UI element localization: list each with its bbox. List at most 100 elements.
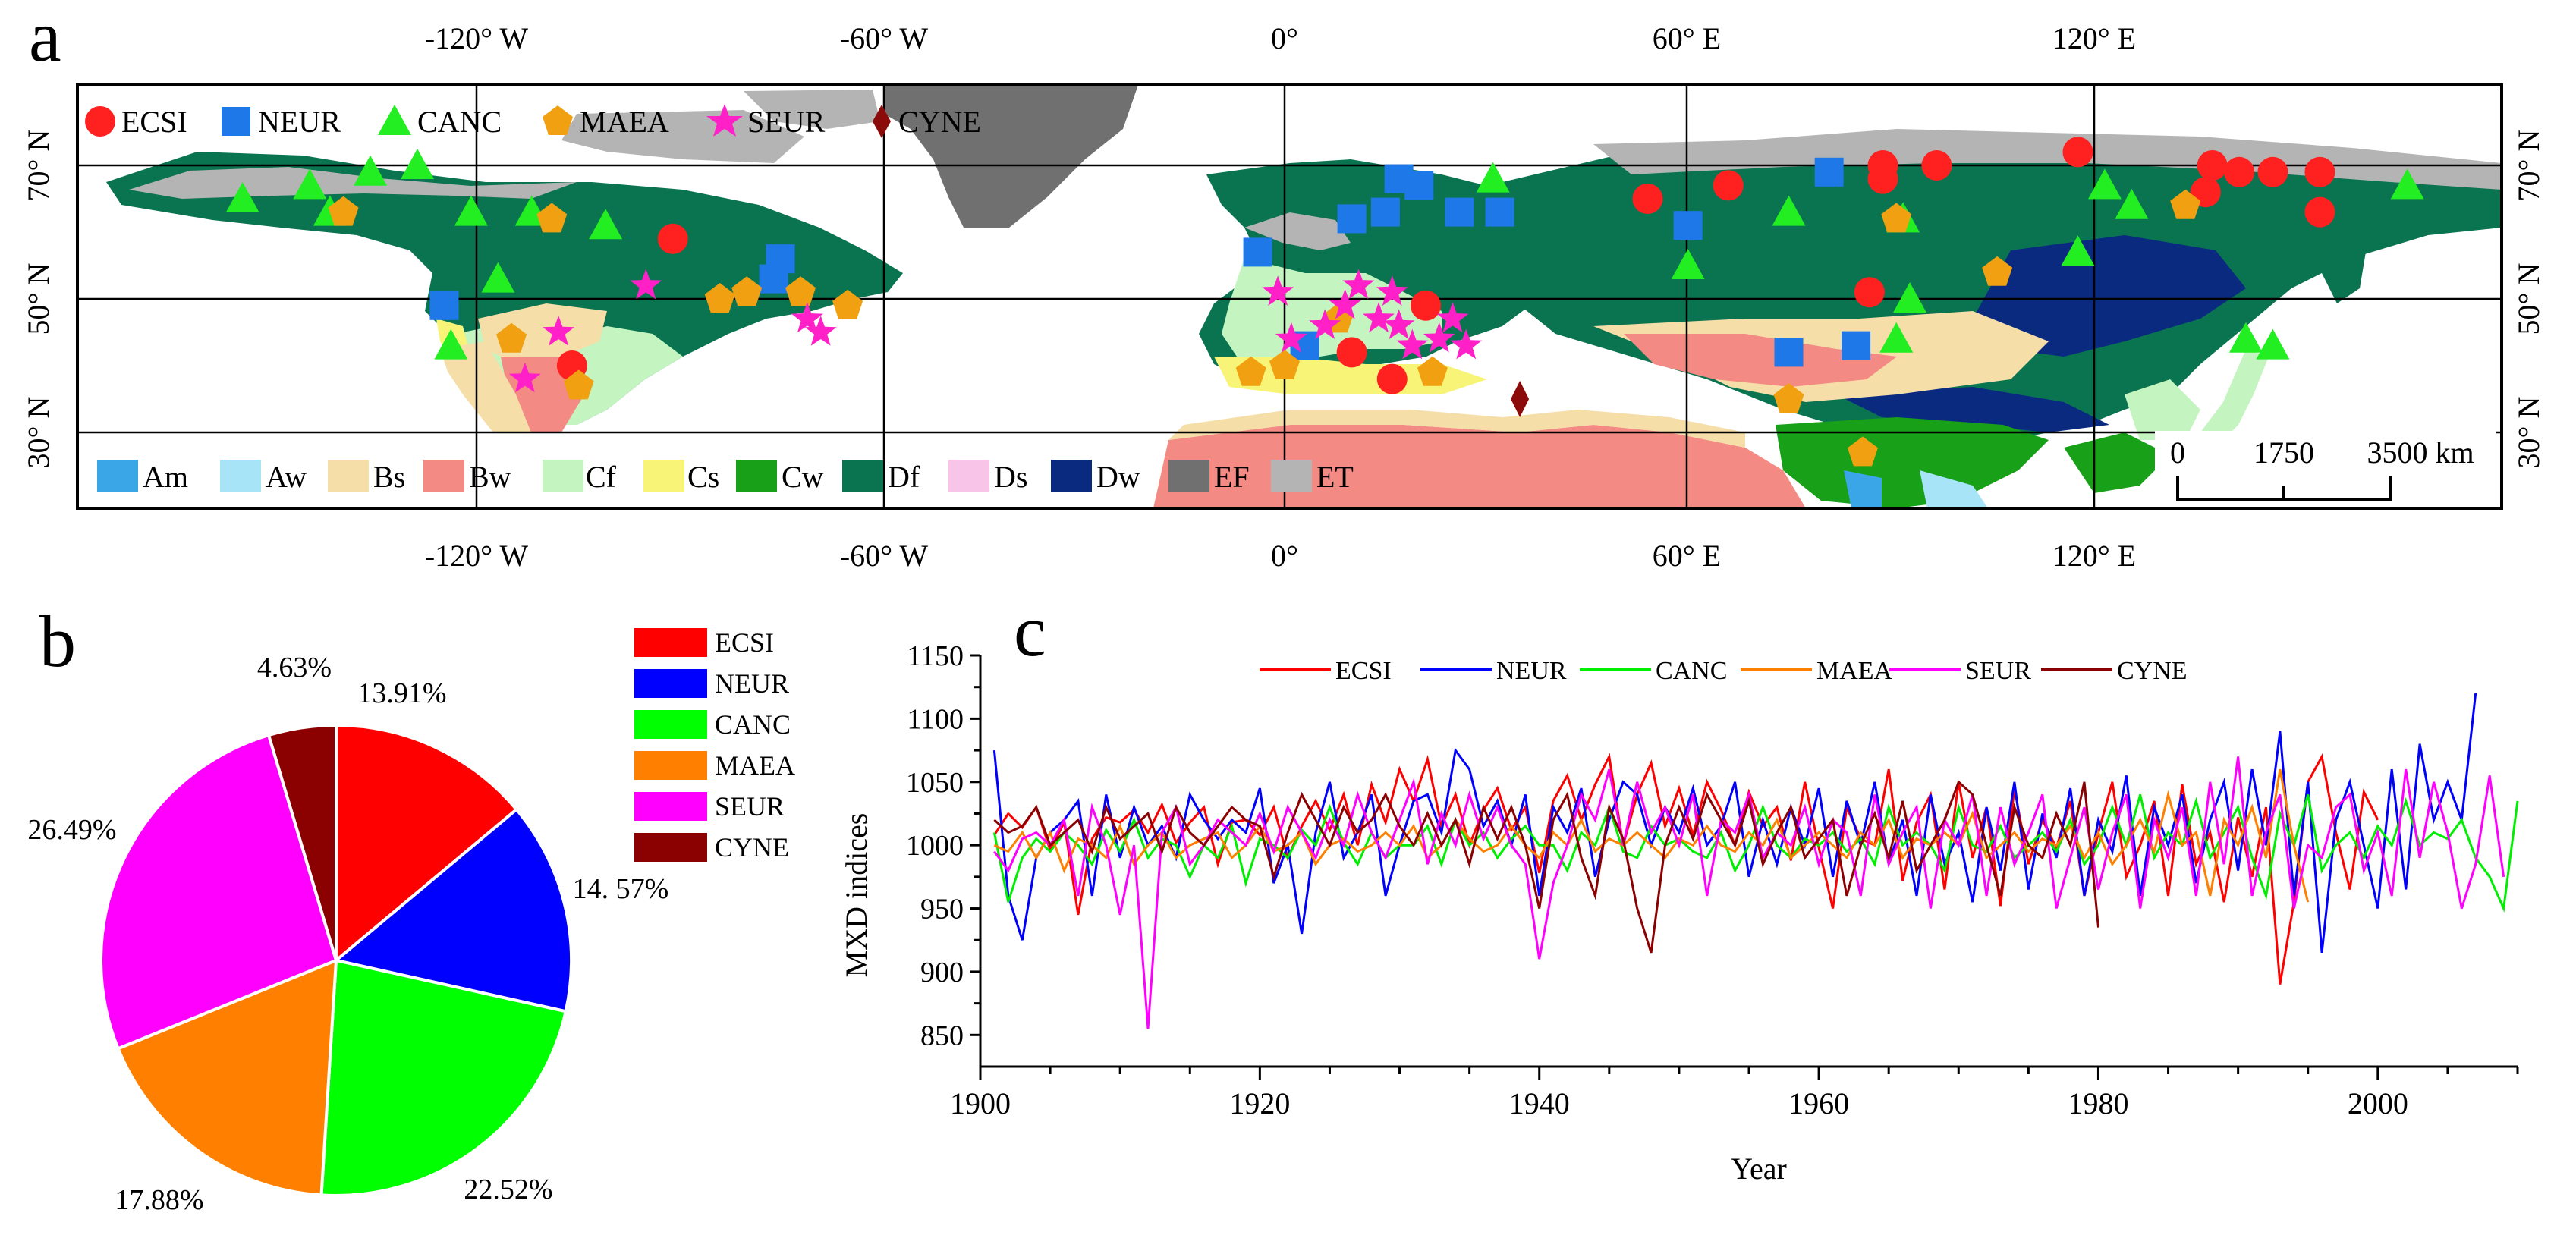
line-legend-label: MAEA	[1816, 657, 1893, 685]
line-chart: 1900 1920 1940 1960 1980 2000 850 900 950 1000 105…	[906, 640, 2519, 1120]
top-lon-label: 60° E	[1653, 21, 1721, 55]
site-marker-ecsi	[1921, 150, 1952, 181]
pie-percent-label: 17.88%	[115, 1184, 203, 1216]
site-legend-item-cyne: CYNE	[873, 105, 981, 139]
pie-legend-swatch	[634, 628, 707, 657]
climate-legend-label: Bw	[469, 460, 511, 494]
pie-legend-swatch	[634, 792, 707, 821]
climate-swatch	[1271, 460, 1312, 492]
site-marker-ecsi	[1376, 363, 1408, 394]
site-legend-item-ecsi: ECSI	[85, 105, 187, 139]
bottom-lon-label: -60° W	[840, 539, 929, 573]
y-tick-label: 850	[920, 1020, 964, 1051]
site-legend-label: CYNE	[898, 105, 981, 139]
site-marker-ecsi	[2257, 156, 2288, 187]
pie-percent-label: 26.49%	[27, 814, 116, 846]
site-marker-ecsi	[1867, 163, 1898, 194]
site-marker-maea	[785, 276, 816, 306]
panel-letter-a: a	[29, 0, 61, 77]
scale-label: 1750	[2254, 435, 2314, 470]
pie-percent-labels: 13.91% 14. 57% 22.52% 17.88% 26.49% 4.63%	[27, 652, 668, 1216]
x-axis-title: Year	[1731, 1152, 1787, 1186]
climate-swatch	[1051, 460, 1092, 492]
site-marker-seur	[1396, 328, 1429, 360]
climate-swatch	[543, 460, 583, 492]
site-marker-neur	[1842, 331, 1871, 360]
x-tick-label: 1960	[1788, 1086, 1849, 1120]
site-marker-ecsi	[1411, 290, 1442, 321]
bottom-lon-label: 120° E	[2052, 539, 2136, 573]
site-legend-label: CANC	[417, 105, 502, 139]
pie-legend-label: CANC	[715, 709, 791, 740]
site-marker-neur	[1673, 211, 1703, 240]
site-legend-item-canc: CANC	[378, 105, 502, 139]
site-marker-canc	[1879, 322, 1914, 353]
climate-legend-label: Dw	[1096, 460, 1140, 494]
panel-letter-c: c	[1014, 590, 1046, 671]
site-marker-maea	[563, 369, 594, 400]
site-marker-neur	[1404, 171, 1434, 200]
scale-bar: 0 1750 3500 km	[2155, 431, 2496, 507]
site-marker-seur	[804, 316, 837, 346]
site-marker-canc	[2061, 235, 2095, 266]
site-marker-maea	[1773, 383, 1804, 413]
x-tick-label: 2000	[2348, 1086, 2408, 1120]
site-marker-canc	[481, 262, 515, 293]
site-marker-canc	[1892, 282, 1926, 313]
climate-swatch	[842, 460, 883, 492]
site-marker-maea	[496, 322, 527, 353]
site-marker-canc	[2115, 188, 2149, 219]
pie-legend: ECSI NEUR CANC MAEA SEUR CYNE	[634, 627, 795, 863]
y-tick-label: 1050	[906, 767, 964, 799]
site-legend-item-maea: MAEA	[543, 105, 669, 139]
top-lon-label: -120° W	[425, 21, 529, 55]
map-top-lon-labels: -120° W -60° W 0° 60° E 120° E	[425, 21, 2136, 55]
map-frame	[76, 83, 2503, 510]
site-marker-seur	[791, 302, 823, 333]
climate-swatch	[736, 460, 777, 492]
map-sites	[225, 137, 2424, 467]
pie-slice-canc	[319, 958, 568, 1197]
map-bottom-lon-labels: -120° W -60° W 0° 60° E 120° E	[425, 539, 2136, 573]
site-legend-label: SEUR	[747, 105, 826, 139]
site-marker-ecsi	[2304, 156, 2335, 187]
site-marker-canc	[2228, 322, 2263, 353]
y-tick-label: 900	[920, 957, 964, 988]
site-marker-seur	[630, 269, 662, 300]
lat-label-right: 50° N	[2512, 263, 2546, 335]
site-marker-canc	[401, 149, 435, 179]
climate-legend-label: Df	[888, 460, 920, 494]
square-marker-icon	[222, 107, 250, 136]
site-marker-ecsi	[2062, 137, 2093, 168]
lat-label-left: 30° N	[21, 397, 55, 469]
site-marker-seur	[543, 316, 574, 346]
climate-legend: Am Aw Bs Bw Cf Cs Cw Df Ds Dw EF ET	[97, 460, 1354, 494]
pie-percent-label: 4.63%	[257, 652, 332, 683]
y-tick-label: 950	[920, 894, 964, 925]
line-legend-label: CANC	[1656, 657, 1727, 685]
site-marker-neur	[1370, 197, 1400, 227]
site-legend: ECSI NEUR CANC MAEA SEUR CYNE	[85, 104, 981, 139]
site-marker-canc	[589, 209, 623, 240]
climate-legend-label: Cf	[586, 460, 617, 494]
lat-label-left: 50° N	[21, 263, 55, 335]
diamond-marker-icon	[873, 105, 891, 138]
top-lon-label: -60° W	[840, 21, 929, 55]
pie-legend-swatch	[634, 751, 707, 780]
line-legend-label: CYNE	[2117, 657, 2188, 685]
site-marker-neur	[1337, 204, 1367, 234]
site-marker-maea	[1847, 436, 1878, 467]
lat-label-right: 70° N	[2512, 130, 2546, 202]
site-legend-label: NEUR	[258, 105, 341, 139]
pie-percent-label: 13.91%	[357, 677, 446, 709]
lat-label-right: 30° N	[2512, 397, 2546, 469]
pie-slice-cyne	[266, 723, 338, 961]
line-legend-label: NEUR	[1496, 657, 1567, 685]
series-line-cyne	[993, 780, 2099, 954]
site-marker-seur	[1309, 309, 1341, 339]
climate-legend-label: Am	[143, 460, 188, 494]
site-marker-seur	[1363, 302, 1395, 333]
line-legend-label: ECSI	[1335, 657, 1392, 685]
pie-legend-label: SEUR	[715, 791, 785, 822]
x-tick-label: 1940	[1509, 1086, 1570, 1120]
